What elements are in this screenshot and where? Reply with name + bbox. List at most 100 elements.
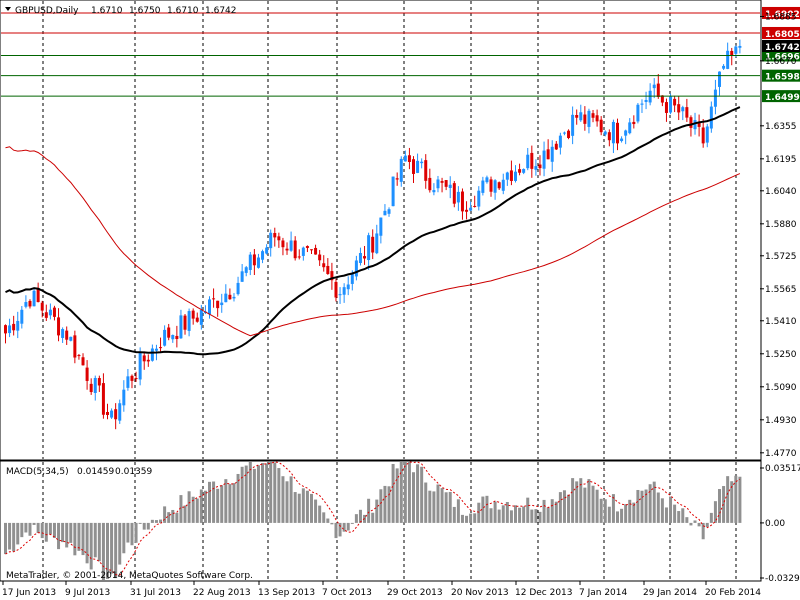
candle — [420, 158, 424, 169]
candle — [216, 300, 220, 317]
current-price-badge — [762, 39, 800, 52]
candle — [48, 303, 52, 320]
macd-bar — [199, 489, 203, 523]
candle — [673, 95, 677, 113]
macd-bar — [718, 489, 721, 523]
macd-bar — [32, 522, 36, 525]
macd-signal-line — [5, 461, 741, 576]
macd-bar — [187, 491, 191, 523]
candle — [579, 104, 583, 122]
chart-menu-arrow-icon[interactable] — [5, 7, 11, 11]
candle — [69, 336, 73, 342]
macd-bar — [379, 489, 383, 523]
candle — [224, 284, 228, 303]
macd-bar — [97, 522, 101, 562]
macd-bar — [318, 505, 322, 523]
macd-bar — [146, 522, 150, 530]
candle — [620, 136, 624, 143]
macd-bar — [138, 522, 142, 524]
time-axis-label: 29 Jan 2014 — [643, 588, 697, 598]
candle — [460, 188, 464, 220]
candle — [228, 288, 232, 300]
macd-bar — [660, 498, 664, 523]
candle — [624, 129, 628, 145]
macd-bar — [726, 476, 730, 523]
level-label: 1.6902 — [765, 10, 800, 20]
macd-bar — [273, 462, 277, 523]
ohlc-high: 1.6750 — [129, 6, 161, 16]
candle — [93, 375, 97, 401]
macd-bar — [240, 466, 244, 523]
ohlc-low: 1.6710 — [167, 6, 199, 16]
macd-bar — [77, 522, 81, 551]
candle — [538, 155, 542, 176]
macd-bar — [395, 468, 399, 523]
candle — [591, 109, 595, 123]
candle — [167, 323, 171, 341]
macd-bar — [289, 476, 293, 523]
candle — [269, 229, 273, 257]
time-axis-label: 7 Oct 2013 — [322, 588, 372, 598]
price-axis-label: 1.6355 — [765, 122, 797, 132]
candle — [301, 246, 305, 261]
candle — [542, 141, 546, 177]
candle — [481, 176, 485, 196]
time-axis-label: 29 Oct 2013 — [387, 588, 443, 598]
macd-bar — [301, 488, 305, 523]
candle — [367, 232, 371, 270]
time-axis-label: 7 Jan 2014 — [579, 588, 627, 598]
macd-bar — [607, 506, 611, 523]
macd-bar — [403, 462, 407, 523]
macd-bar — [57, 522, 61, 550]
macd-bar — [460, 514, 464, 523]
candle — [281, 237, 285, 256]
candle — [24, 295, 28, 309]
candle — [65, 326, 69, 345]
horizontal-levels[interactable]: 1.6902 1.6805 1.6696 1.6598 1.6499 1.6742 — [1, 6, 800, 103]
candle — [640, 99, 644, 113]
candle — [256, 253, 260, 269]
price-axis-label: 1.5090 — [765, 383, 797, 393]
candle — [387, 207, 391, 217]
candle — [534, 159, 538, 176]
macd-bar — [150, 519, 154, 523]
candle — [644, 91, 648, 110]
macd-bar — [554, 501, 558, 523]
time-axis-label: 31 Jul 2013 — [130, 588, 181, 598]
candle — [440, 177, 444, 193]
candle — [677, 96, 681, 121]
macd-bar — [175, 512, 179, 523]
candle — [722, 64, 726, 70]
candle — [448, 176, 452, 199]
macd-bar — [652, 481, 656, 523]
candle — [36, 282, 40, 303]
macd-bar — [677, 511, 681, 523]
candle — [73, 330, 77, 364]
candle — [530, 145, 534, 178]
macd-bar — [342, 522, 346, 532]
macd-bar — [493, 501, 497, 523]
level-badge — [762, 69, 800, 82]
candle — [4, 324, 7, 344]
candle — [126, 369, 130, 391]
candle — [391, 176, 395, 207]
macd-bar — [514, 505, 517, 523]
candle — [130, 374, 134, 389]
candle — [138, 347, 142, 386]
candle — [106, 403, 109, 420]
macd-bar — [530, 509, 534, 523]
candle — [558, 132, 562, 155]
candle — [375, 224, 379, 255]
candle — [16, 311, 20, 339]
macd-bar — [126, 522, 130, 543]
macd-bar — [640, 490, 644, 523]
macd-bar — [40, 522, 44, 539]
candle — [28, 299, 32, 309]
macd-bar — [432, 491, 436, 523]
macd-bar — [444, 492, 448, 523]
price-axis: 1.6885 1.6670 1.6355 1.6195 1.6040 1.5880 1.57… — [760, 12, 797, 459]
candle — [424, 154, 428, 189]
macd-bar — [399, 462, 403, 523]
macd-bar — [620, 508, 624, 523]
